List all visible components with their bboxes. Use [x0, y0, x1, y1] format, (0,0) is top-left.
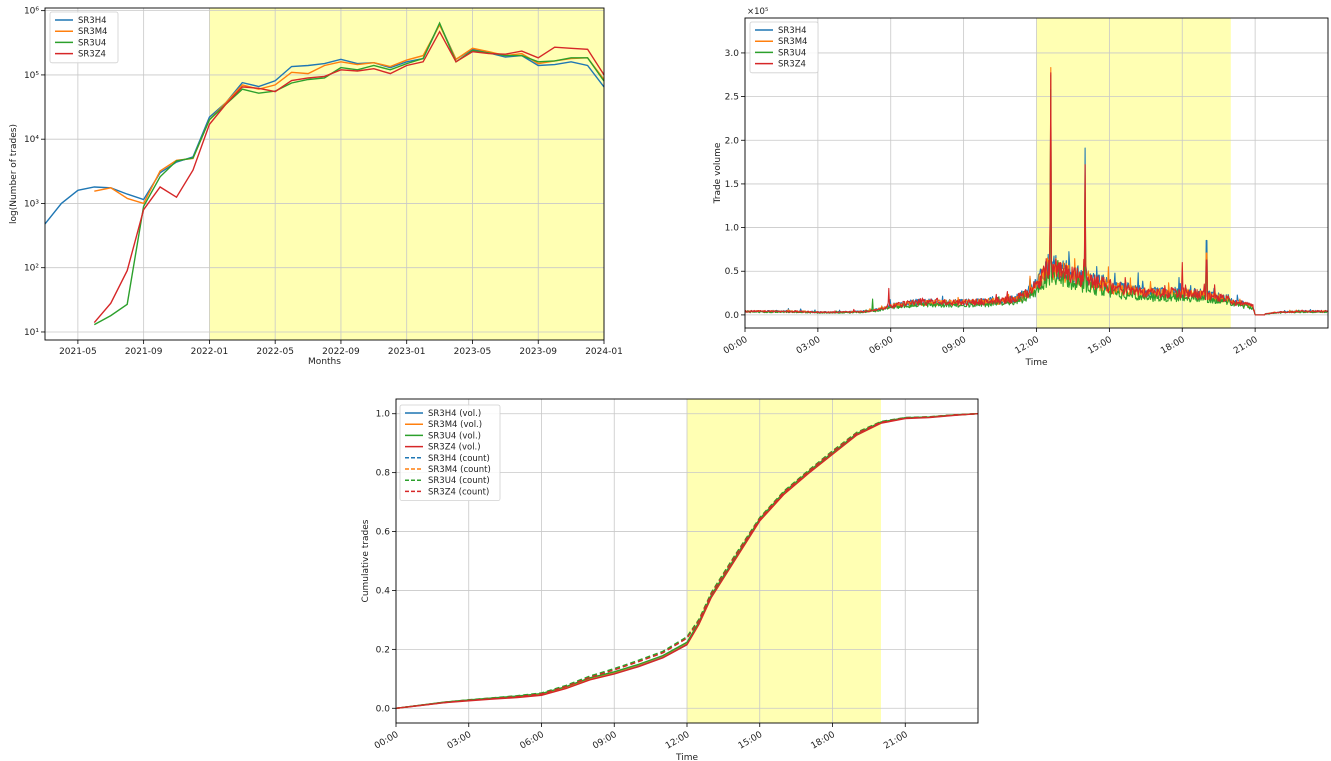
legend-label: SR3M4 (count)	[428, 465, 491, 475]
x-tick-label: 00:00	[722, 335, 750, 357]
legend-box	[399, 404, 501, 501]
x-tick-label: 00:00	[373, 730, 401, 752]
x-tick-label: 09:00	[941, 335, 969, 357]
highlight-region	[687, 399, 881, 723]
x-tick-label: 03:00	[446, 730, 474, 752]
x-tick-label: 21:00	[1232, 335, 1260, 357]
series-line-sr3z4-vol	[395, 413, 978, 709]
chart-intraday-volume: 00:00 03:00 06:00 09:00 12:00 15:00 18:00 21:00…	[713, 7, 1329, 368]
legend-label: SR3Z4 (count)	[428, 487, 489, 497]
x-tick-label: 18:00	[1159, 335, 1187, 357]
y-tick-label: 2.0	[725, 136, 740, 146]
legend-label: SR3Z4	[778, 60, 806, 70]
legend-label: SR3H4	[778, 26, 807, 36]
legend-label: SR3Z4	[78, 50, 106, 60]
legend-label: SR3H4 (vol.)	[428, 409, 481, 419]
legend-label: SR3U4 (vol.)	[428, 431, 481, 441]
y-axis-label: log(Number of trades)	[9, 124, 19, 224]
x-axis-label: Time	[675, 753, 698, 761]
x-tick-label: 06:00	[868, 335, 896, 357]
chart-cumulative-trades: 00:00 03:00 06:00 09:00 12:00 15:00 18:00 21:00…	[361, 398, 979, 761]
series-line-sr3z4	[93, 30, 605, 324]
x-tick-label: 2023-09	[519, 347, 557, 357]
x-tick-label: 2022-05	[256, 347, 294, 357]
legend-box	[749, 21, 819, 74]
y-tick-label: 0.6	[376, 528, 391, 538]
series-line-sr3u4	[744, 88, 1329, 316]
x-tick-label: 2022-01	[191, 347, 229, 357]
legend-label: SR3H4	[78, 16, 107, 26]
legend-label: SR3M4	[778, 37, 807, 47]
x-tick-label: 18:00	[810, 730, 838, 752]
y-tick-label: 10⁵	[24, 71, 39, 81]
legend-box	[49, 11, 119, 64]
series-line-sr3z4	[744, 72, 1329, 316]
y-axis-label: Trade volume	[713, 142, 723, 204]
y-tick-label: 1.0	[376, 410, 391, 420]
y-tick-label: 1.5	[725, 180, 739, 190]
y-tick-label: 0.0	[376, 704, 391, 714]
y-tick-label: 3.0	[725, 49, 740, 59]
x-tick-label: 12:00	[1014, 335, 1042, 357]
x-tick-label: 21:00	[882, 730, 910, 752]
legend-label: SR3H4 (count)	[428, 454, 490, 464]
x-tick-label: 09:00	[591, 730, 619, 752]
x-tick-label: 15:00	[737, 730, 765, 752]
x-tick-label: 2021-05	[59, 347, 97, 357]
y-tick-label: 0.4	[376, 586, 391, 596]
x-tick-label: 2024-01	[585, 347, 623, 357]
series-line-sr3u4	[93, 21, 605, 326]
legend-label: SR3U4	[778, 48, 806, 58]
x-tick-label: 2022-09	[322, 347, 360, 357]
y-tick-label: 0.0	[725, 311, 740, 321]
y-tick-label: 0.2	[376, 645, 390, 655]
y-tick-label: 10⁶	[24, 7, 39, 17]
y-tick-label: 0.5	[725, 267, 739, 277]
series-line-sr3h4	[44, 22, 605, 225]
y-scale-multiplier: ×10⁵	[747, 7, 768, 17]
x-axis-label: Time	[1024, 358, 1047, 368]
x-axis-label: Months	[308, 357, 341, 367]
x-tick-label: 03:00	[795, 335, 823, 357]
y-tick-label: 10³	[24, 199, 39, 209]
chart-monthly-trades: 2021-05 2021-09 2022-01 2022-05 2022-09 2023-…	[9, 7, 623, 367]
y-tick-label: 0.8	[376, 469, 391, 479]
y-tick-label: 10¹	[24, 328, 39, 338]
x-tick-label: 12:00	[664, 730, 692, 752]
x-tick-label: 2023-05	[454, 347, 492, 357]
y-tick-label: 2.5	[725, 93, 739, 103]
axes-frame	[44, 7, 605, 341]
legend-label: SR3M4 (vol.)	[428, 420, 482, 430]
series-line-sr3z4-count	[395, 413, 978, 709]
x-tick-label: 2023-01	[388, 347, 426, 357]
legend-label: SR3Z4 (vol.)	[428, 443, 481, 453]
y-tick-label: 10²	[24, 264, 39, 274]
legend-label: SR3U4 (count)	[428, 476, 490, 486]
x-tick-label: 15:00	[1086, 335, 1114, 357]
y-tick-label: 10⁴	[24, 135, 39, 145]
y-axis-label: Cumulative trades	[361, 519, 371, 602]
legend-label: SR3U4	[78, 38, 106, 48]
series-line-sr3u4-count	[395, 413, 978, 709]
x-tick-label: 2021-09	[125, 347, 163, 357]
y-tick-label: 1.0	[725, 224, 740, 234]
legend-label: SR3M4	[78, 27, 107, 37]
x-tick-label: 06:00	[519, 730, 547, 752]
